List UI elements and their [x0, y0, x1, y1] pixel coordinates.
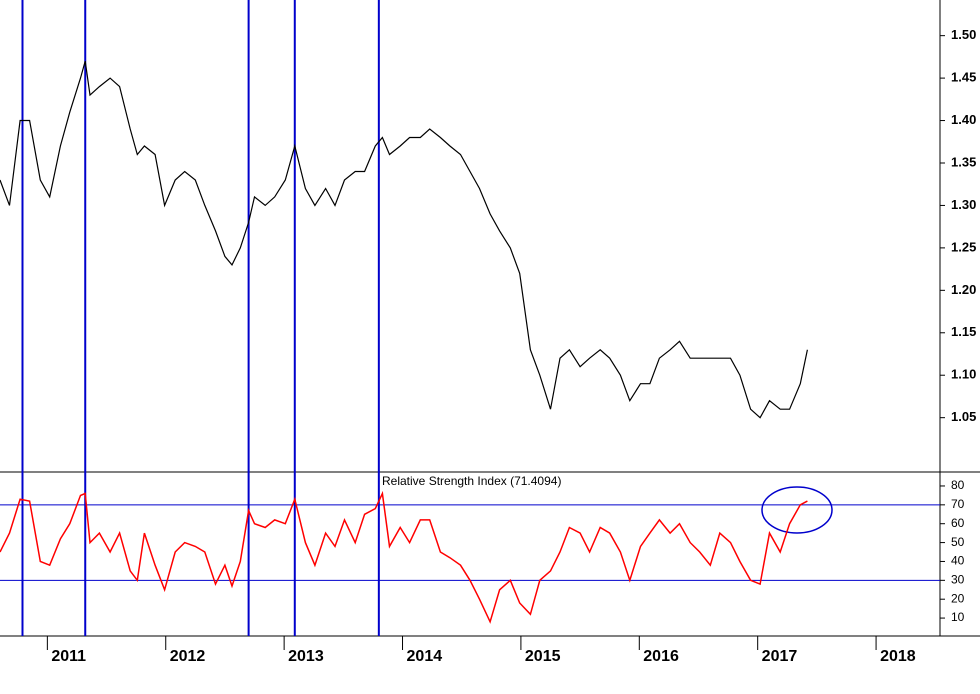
y-tick-label: 1.20	[951, 282, 976, 297]
y-tick-label: 1.35	[951, 154, 976, 169]
y-tick-label: 1.50	[951, 27, 976, 42]
y-tick-label: 80	[951, 478, 965, 492]
y-tick-label: 10	[951, 610, 965, 624]
y-tick-label: 40	[951, 554, 965, 568]
y-tick-label: 70	[951, 497, 965, 511]
rsi-legend: Relative Strength Index (71.4094)	[382, 474, 561, 488]
x-tick-label: 2015	[525, 648, 561, 665]
x-tick-label: 2013	[288, 648, 324, 665]
y-tick-label: 1.05	[951, 409, 976, 424]
x-tick-label: 2017	[762, 648, 798, 665]
x-tick-label: 2014	[407, 648, 443, 665]
y-tick-label: 1.45	[951, 70, 976, 85]
y-tick-label: 1.40	[951, 112, 976, 127]
data-line	[0, 490, 808, 624]
y-tick-label: 1.15	[951, 324, 976, 339]
y-tick-label: 1.25	[951, 239, 976, 254]
y-tick-label: 30	[951, 572, 965, 586]
x-tick-label: 2011	[51, 648, 86, 665]
x-tick-label: 2016	[643, 648, 679, 665]
data-line	[0, 60, 808, 419]
y-tick-label: 1.30	[951, 197, 976, 212]
y-tick-label: 50	[951, 535, 965, 549]
x-tick-label: 2018	[880, 648, 916, 665]
y-tick-label: 1.10	[951, 367, 976, 382]
x-tick-label: 2012	[170, 648, 206, 665]
y-tick-label: 20	[951, 591, 965, 605]
y-tick-label: 60	[951, 516, 965, 530]
highlight-ellipse	[761, 486, 833, 534]
